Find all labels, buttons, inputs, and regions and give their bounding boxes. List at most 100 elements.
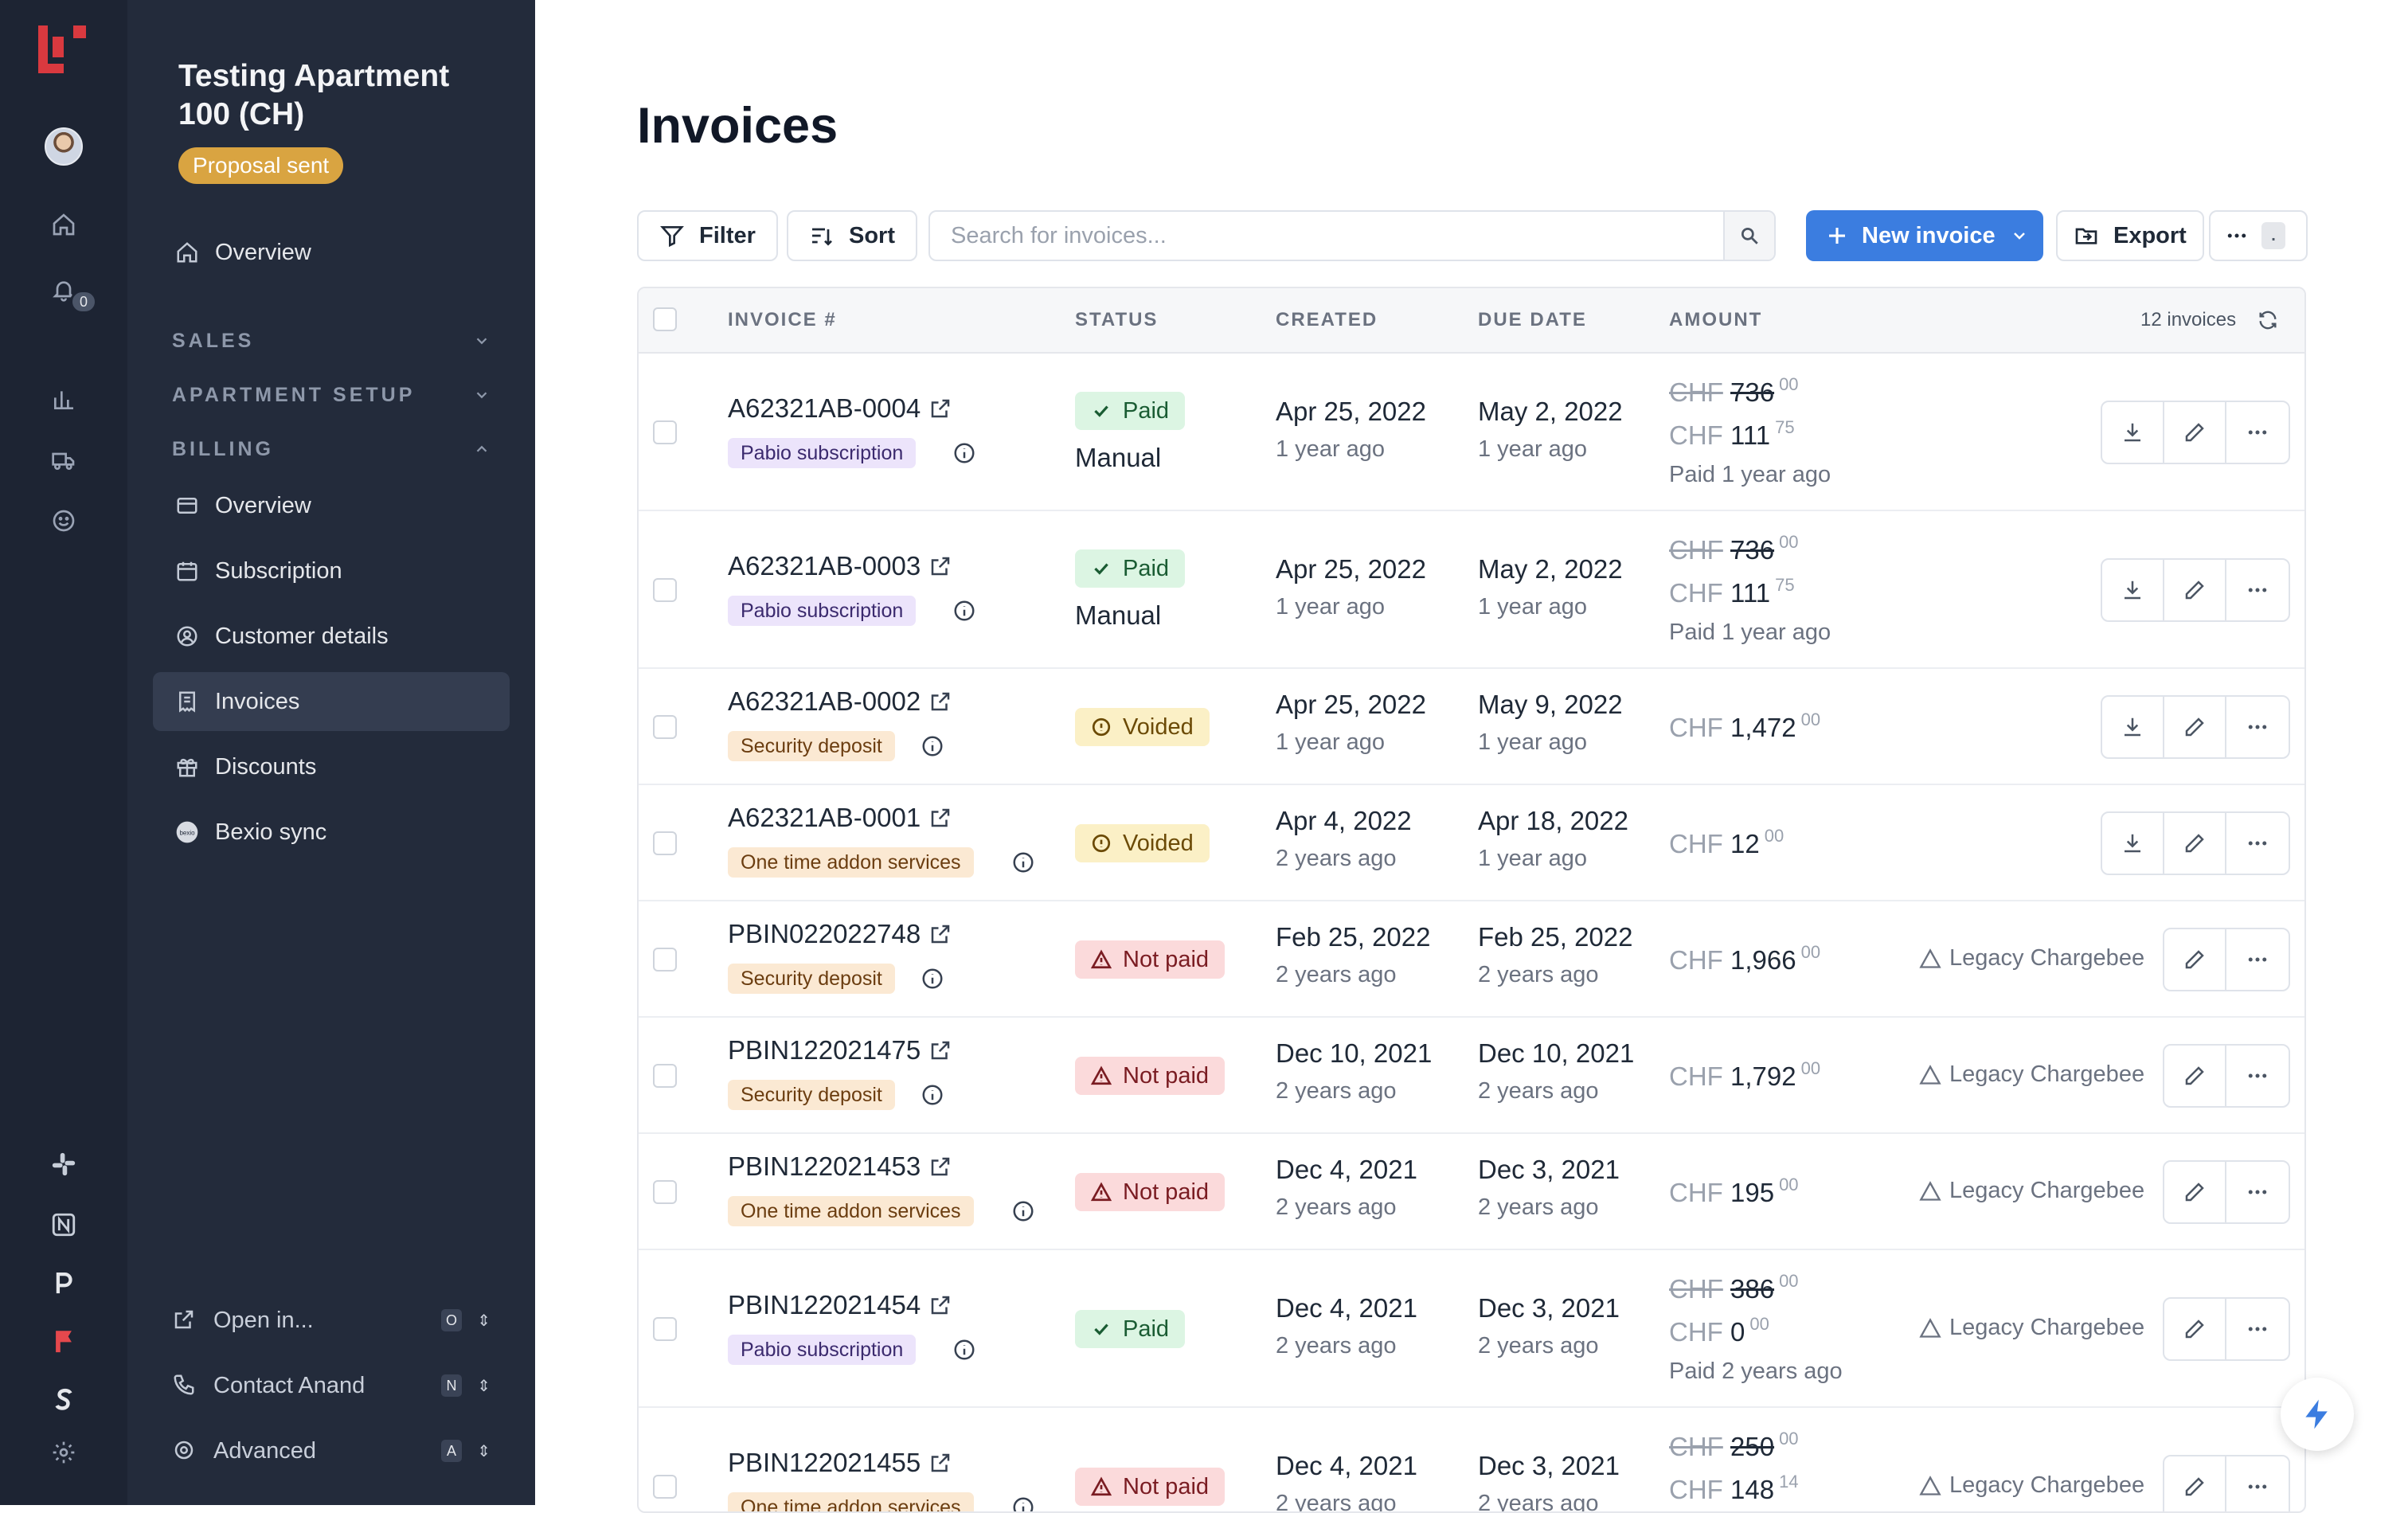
sidebar-item-subscription[interactable]: Subscription [153, 541, 510, 600]
invoice-number-link[interactable]: PBIN122021453 [728, 1151, 952, 1182]
filter-button[interactable]: Filter [637, 210, 778, 261]
info-icon[interactable] [952, 441, 976, 465]
new-invoice-button[interactable]: New invoice [1806, 210, 2043, 261]
invoice-number-link[interactable]: PBIN122021455 [728, 1448, 952, 1478]
table-row[interactable]: PBIN122021455 One time addon services Not … [639, 1408, 2304, 1511]
section-billing[interactable]: BILLING [172, 433, 491, 465]
section-apartment-setup[interactable]: APARTMENT SETUP [172, 379, 491, 411]
invoice-number-link[interactable]: A62321AB-0003 [728, 551, 952, 581]
download-button[interactable] [2102, 813, 2164, 874]
col-created[interactable]: CREATED [1276, 309, 1378, 330]
export-button[interactable]: Export [2056, 210, 2204, 261]
row-more-button[interactable] [2226, 1046, 2289, 1106]
p-app-icon[interactable] [48, 1266, 80, 1298]
row-more-button[interactable] [2226, 697, 2289, 757]
row-checkbox[interactable] [653, 1064, 677, 1088]
table-row[interactable]: PBIN122021453 One time addon services Not … [639, 1134, 2304, 1250]
col-amount[interactable]: AMOUNT [1669, 309, 1763, 330]
row-more-button[interactable] [2226, 1299, 2289, 1359]
info-icon[interactable] [921, 1083, 944, 1107]
info-icon[interactable] [1011, 1495, 1035, 1511]
select-all-checkbox[interactable] [653, 307, 677, 331]
invoice-number-link[interactable]: PBIN122021475 [728, 1035, 952, 1065]
col-invoice[interactable]: INVOICE # [728, 309, 837, 330]
info-icon[interactable] [952, 1338, 976, 1362]
invoice-number-link[interactable]: PBIN122021454 [728, 1290, 952, 1320]
table-row[interactable]: A62321AB-0001 One time addon services Void… [639, 785, 2304, 901]
invoice-number-link[interactable]: A62321AB-0002 [728, 686, 952, 717]
sidebar-item-overview[interactable]: Overview [153, 223, 510, 282]
row-more-button[interactable] [2226, 1456, 2289, 1511]
more-options-button[interactable]: . [2209, 210, 2308, 261]
sort-button[interactable]: Sort [787, 210, 917, 261]
edit-button[interactable] [2164, 1046, 2226, 1106]
row-more-button[interactable] [2226, 929, 2289, 990]
section-sales[interactable]: SALES [172, 325, 491, 357]
row-checkbox[interactable] [653, 715, 677, 739]
calendar-icon [174, 557, 201, 584]
table-row[interactable]: PBIN022022748 Security deposit Not paid Feb… [639, 901, 2304, 1018]
row-checkbox[interactable] [653, 948, 677, 972]
table-row[interactable]: PBIN122021454 Pabio subscription Paid Dec 4… [639, 1250, 2304, 1408]
row-checkbox[interactable] [653, 1180, 677, 1204]
col-status[interactable]: STATUS [1075, 309, 1159, 330]
edit-button[interactable] [2164, 1456, 2226, 1511]
row-checkbox[interactable] [653, 578, 677, 602]
edit-button[interactable] [2164, 1299, 2226, 1359]
bell-icon[interactable] [48, 274, 80, 306]
row-more-button[interactable] [2226, 402, 2289, 463]
row-more-button[interactable] [2226, 813, 2289, 874]
edit-button[interactable] [2164, 1162, 2226, 1222]
table-row[interactable]: A62321AB-0003 Pabio subscription Paid Manua… [639, 511, 2304, 669]
search-button[interactable] [1723, 212, 1774, 260]
row-checkbox[interactable] [653, 1475, 677, 1499]
info-icon[interactable] [1011, 1199, 1035, 1223]
table-row[interactable]: A62321AB-0002 Security deposit Voided Apr 2… [639, 669, 2304, 785]
row-more-button[interactable] [2226, 1162, 2289, 1222]
slack-icon[interactable] [48, 1148, 80, 1180]
refresh-icon[interactable] [2257, 309, 2281, 333]
edit-button[interactable] [2164, 402, 2226, 463]
notion-icon[interactable] [48, 1209, 80, 1241]
sidebar-item-customer-details[interactable]: Customer details [153, 607, 510, 666]
advanced-menu[interactable]: Advanced A ⇕ [172, 1427, 491, 1475]
info-icon[interactable] [952, 599, 976, 623]
sidebar-item-bexio-sync[interactable]: bexio Bexio sync [153, 803, 510, 862]
home-icon[interactable] [48, 209, 80, 240]
contact-menu[interactable]: Contact Anand N ⇕ [172, 1362, 491, 1409]
row-checkbox[interactable] [653, 831, 677, 855]
table-row[interactable]: A62321AB-0004 Pabio subscription Paid Manua… [639, 354, 2304, 511]
download-button[interactable] [2102, 402, 2164, 463]
info-icon[interactable] [921, 967, 944, 991]
s-app-icon[interactable] [48, 1384, 80, 1416]
edit-button[interactable] [2164, 929, 2226, 990]
smiley-icon[interactable] [48, 505, 80, 537]
edit-button[interactable] [2164, 560, 2226, 620]
download-button[interactable] [2102, 697, 2164, 757]
table-row[interactable]: PBIN122021475 Security deposit Not paid Dec… [639, 1018, 2304, 1134]
edit-button[interactable] [2164, 813, 2226, 874]
chart-icon[interactable] [48, 384, 80, 416]
truck-icon[interactable] [48, 444, 80, 476]
invoice-number-link[interactable]: A62321AB-0004 [728, 393, 952, 424]
info-icon[interactable] [921, 734, 944, 758]
settings-icon[interactable] [48, 1437, 80, 1468]
open-in-menu[interactable]: Open in... O ⇕ [172, 1296, 491, 1344]
sidebar-item-billing-overview[interactable]: Overview [153, 476, 510, 535]
col-due-date[interactable]: DUE DATE [1478, 309, 1587, 330]
quick-action-button[interactable] [2281, 1378, 2354, 1451]
row-checkbox[interactable] [653, 1317, 677, 1341]
flag-app-icon[interactable] [48, 1325, 80, 1357]
user-avatar[interactable] [45, 127, 83, 166]
sidebar-item-discounts[interactable]: Discounts [153, 737, 510, 796]
download-button[interactable] [2102, 560, 2164, 620]
sidebar-item-invoices[interactable]: Invoices [153, 672, 510, 731]
invoice-number-link[interactable]: A62321AB-0001 [728, 803, 952, 833]
row-checkbox[interactable] [653, 420, 677, 444]
edit-button[interactable] [2164, 697, 2226, 757]
row-more-button[interactable] [2226, 560, 2289, 620]
info-icon[interactable] [1011, 850, 1035, 874]
search-input[interactable] [930, 212, 1723, 260]
app-logo-icon[interactable] [35, 22, 92, 80]
invoice-number-link[interactable]: PBIN022022748 [728, 919, 952, 949]
